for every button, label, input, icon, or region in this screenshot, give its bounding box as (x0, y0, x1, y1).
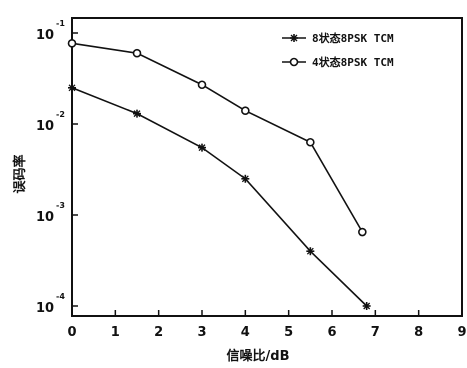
data-point-circle (132, 48, 142, 58)
data-point-star (133, 109, 141, 118)
data-point-star (68, 83, 76, 92)
x-tick-label: 6 (327, 325, 336, 340)
series-2 (67, 39, 367, 237)
x-tick-label: 3 (197, 325, 206, 340)
y-tick-base: 10 (36, 210, 54, 225)
data-point-star (306, 247, 315, 256)
x-tick-label: 8 (414, 325, 423, 340)
data-point-star (198, 143, 206, 152)
y-tick-exponent: -2 (56, 110, 65, 119)
x-tick-label: 5 (284, 325, 293, 340)
data-point-circle (306, 137, 315, 147)
series-line (71, 87, 368, 307)
data-point-circle (197, 80, 207, 90)
series-layer (67, 39, 371, 310)
data-point-star (290, 34, 298, 42)
y-tick-base: 10 (36, 28, 54, 43)
y-tick-base: 10 (36, 301, 54, 316)
series-line (71, 42, 364, 233)
legend-label: 4状态8PSK TCM (312, 55, 394, 69)
legend-label: 8状态8PSK TCM (312, 31, 394, 45)
x-axis-label: 信噪比/dB (227, 348, 290, 364)
y-tick-base: 10 (36, 119, 54, 134)
x-tick-label: 2 (154, 325, 163, 340)
series-1 (68, 83, 371, 310)
legend-item: 4状态8PSK TCM (282, 55, 394, 69)
x-tick-label: 1 (111, 325, 120, 340)
x-axis-ticks: 0 1 2 3 4 5 6 7 8 9 (67, 310, 467, 340)
data-point-star (362, 302, 371, 310)
x-tick-label: 7 (371, 325, 380, 340)
plot-frame (71, 17, 463, 317)
data-point-star (241, 174, 250, 183)
data-point-circle (358, 227, 367, 237)
x-tick-label: 4 (241, 325, 250, 340)
y-tick-exponent: -1 (56, 19, 65, 28)
data-point-circle (67, 39, 77, 48)
data-point-circle (289, 57, 299, 67)
y-tick-exponent: -3 (56, 201, 65, 210)
y-tick-exponent: -4 (56, 292, 65, 301)
legend-item: 8状态8PSK TCM (282, 31, 394, 45)
y-axis-ticks: 10-110-210-310-4 (36, 19, 78, 316)
x-tick-label: 0 (67, 325, 76, 340)
y-axis-label: 误码率 (12, 154, 28, 193)
data-point-circle (241, 106, 250, 116)
x-tick-label: 9 (457, 325, 466, 340)
legend: 8状态8PSK TCM 4状态8PSK TCM (282, 31, 394, 69)
